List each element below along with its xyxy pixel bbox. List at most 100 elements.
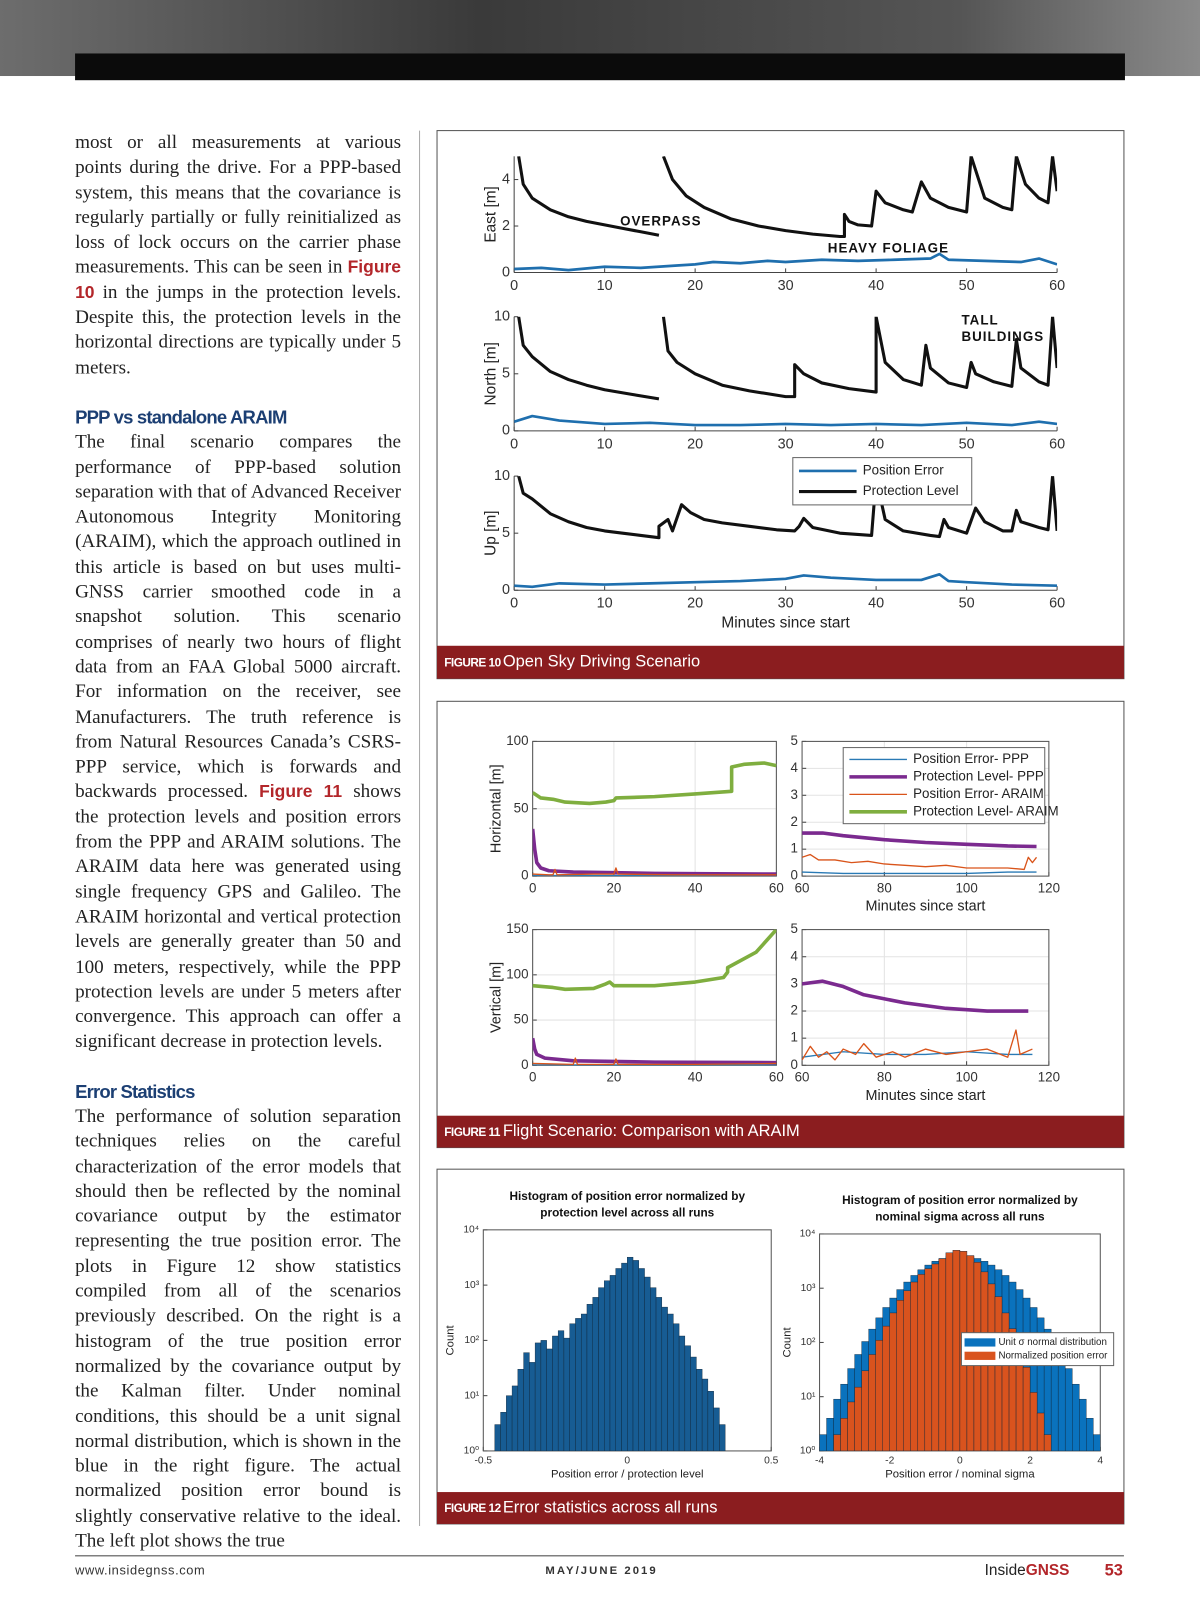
histogram-bar bbox=[1029, 1392, 1038, 1451]
x-tick-label: 60 bbox=[1049, 596, 1065, 612]
histogram-bar bbox=[546, 1348, 553, 1451]
histogram-bar bbox=[938, 1258, 947, 1451]
y-tick-label: 5 bbox=[502, 525, 510, 541]
histogram-bar bbox=[540, 1340, 547, 1451]
x-tick-label: -2 bbox=[885, 1455, 894, 1466]
series-line bbox=[802, 1029, 1033, 1061]
y-tick-label: 5 bbox=[791, 733, 798, 748]
x-tick-label: 50 bbox=[959, 596, 975, 612]
annotation: BUILDINGS bbox=[961, 329, 1044, 344]
y-tick-label: 10⁰ bbox=[464, 1446, 480, 1457]
histogram-bar bbox=[1057, 1354, 1066, 1451]
x-tick-label: 10 bbox=[597, 596, 613, 612]
histogram-bar bbox=[552, 1335, 559, 1451]
histogram-bar bbox=[673, 1323, 680, 1451]
series-line bbox=[517, 156, 1058, 239]
histogram-bar bbox=[861, 1370, 869, 1451]
x-tick-label: 100 bbox=[955, 880, 977, 895]
histogram-bar bbox=[644, 1276, 651, 1451]
histogram-bar bbox=[609, 1275, 616, 1451]
x-axis-label: Minutes since start bbox=[866, 899, 986, 915]
histogram-bar bbox=[586, 1304, 593, 1451]
legend-label: Position Error- PPP bbox=[913, 751, 1029, 766]
x-tick-label: 40 bbox=[688, 1070, 703, 1085]
series-line bbox=[802, 831, 1037, 849]
plot-area bbox=[514, 156, 1058, 272]
section-heading: PPP vs standalone ARAIM bbox=[75, 407, 287, 428]
x-tick-label: 20 bbox=[687, 596, 703, 612]
histogram-bar bbox=[517, 1369, 524, 1451]
y-axis-label: Up [m] bbox=[483, 510, 500, 555]
histogram-bar bbox=[1093, 1434, 1101, 1451]
histogram-bar bbox=[598, 1287, 605, 1451]
series-line bbox=[517, 316, 1058, 401]
y-tick-label: 10⁰ bbox=[800, 1446, 816, 1457]
axes-frame bbox=[801, 929, 1050, 1066]
x-tick-label: 60 bbox=[795, 1070, 810, 1085]
x-tick-label: -0.5 bbox=[474, 1455, 492, 1466]
x-axis-label: Minutes since start bbox=[866, 1088, 986, 1104]
histogram-bar bbox=[882, 1325, 890, 1451]
histogram-bar bbox=[1079, 1398, 1087, 1451]
figure-label: FIGURE 10 bbox=[444, 655, 501, 669]
histogram-bar bbox=[889, 1312, 897, 1451]
x-axis-label: Position error / protection level bbox=[551, 1469, 704, 1481]
histogram-bar bbox=[701, 1378, 709, 1451]
histogram-bar bbox=[1072, 1383, 1080, 1451]
y-tick-label: 0 bbox=[502, 264, 510, 280]
brand-gnss: GNSS bbox=[1026, 1562, 1070, 1579]
annotation: TALL bbox=[961, 312, 998, 327]
histogram-bar bbox=[924, 1268, 933, 1451]
histogram-bar bbox=[500, 1412, 507, 1451]
x-tick-label: 0 bbox=[510, 278, 518, 294]
figure-reference: Figure 10 bbox=[75, 257, 402, 303]
y-tick-label: 0 bbox=[502, 423, 510, 439]
text-run: The performance of solution separation t… bbox=[75, 1105, 402, 1552]
x-tick-label: 50 bbox=[959, 278, 975, 294]
legend-label: Protection Level bbox=[863, 483, 959, 498]
footer-url: www.insidegnss.com bbox=[74, 1563, 205, 1578]
x-tick-label: 0.5 bbox=[764, 1455, 779, 1466]
caption-bar bbox=[437, 1492, 1124, 1524]
series-line bbox=[802, 853, 1038, 871]
y-tick-label: 10 bbox=[494, 309, 510, 325]
x-axis-label: Position error / nominal sigma bbox=[885, 1469, 1035, 1481]
y-tick-label: 100 bbox=[506, 966, 528, 981]
histogram-bar bbox=[655, 1297, 663, 1451]
y-tick-label: 4 bbox=[791, 948, 799, 963]
histogram-bar bbox=[826, 1418, 834, 1451]
histogram-bar bbox=[604, 1280, 611, 1451]
histogram-bar bbox=[896, 1300, 904, 1451]
y-tick-label: 50 bbox=[514, 1012, 529, 1027]
histogram-bar bbox=[638, 1268, 645, 1451]
legend-swatch bbox=[964, 1351, 996, 1360]
paragraph: most or all measurements at various poin… bbox=[75, 131, 401, 381]
legend-label: Normalized position error bbox=[998, 1350, 1108, 1361]
x-tick-label: 120 bbox=[1038, 880, 1060, 895]
caption-bar bbox=[437, 645, 1124, 679]
annotation: HEAVY FOLIAGE bbox=[828, 240, 949, 255]
y-tick-label: 10 bbox=[494, 468, 510, 484]
axes-frame bbox=[801, 740, 1050, 877]
histogram-bar bbox=[511, 1385, 519, 1451]
histogram-bar bbox=[910, 1281, 919, 1451]
x-tick-label: 60 bbox=[769, 880, 784, 895]
y-tick-label: 0 bbox=[502, 582, 510, 598]
x-tick-label: 0 bbox=[510, 436, 518, 452]
series-line bbox=[802, 1051, 1033, 1058]
figure-caption: Error statistics across all runs bbox=[503, 1498, 718, 1516]
y-tick-label: 10² bbox=[801, 1337, 816, 1348]
x-tick-label: -4 bbox=[815, 1455, 824, 1466]
histogram-bar bbox=[1022, 1366, 1031, 1451]
panel: 0 1 2 3 4 5 60 80 100 120 Minutes since start bbox=[791, 921, 1060, 1104]
histogram-bar bbox=[952, 1250, 961, 1451]
histogram-bar bbox=[1064, 1368, 1073, 1451]
plot-area bbox=[802, 979, 1033, 1061]
x-tick-label: 4 bbox=[1097, 1455, 1103, 1466]
x-tick-label: 40 bbox=[868, 436, 884, 452]
panel: 0 5 10 0 10 20 30 40 50 60 Up [m] Minutes since sta… bbox=[483, 457, 1065, 631]
histogram-bar bbox=[868, 1354, 876, 1451]
legend-label: Protection Level- ARAIM bbox=[913, 803, 1059, 818]
x-tick-label: 20 bbox=[687, 278, 703, 294]
